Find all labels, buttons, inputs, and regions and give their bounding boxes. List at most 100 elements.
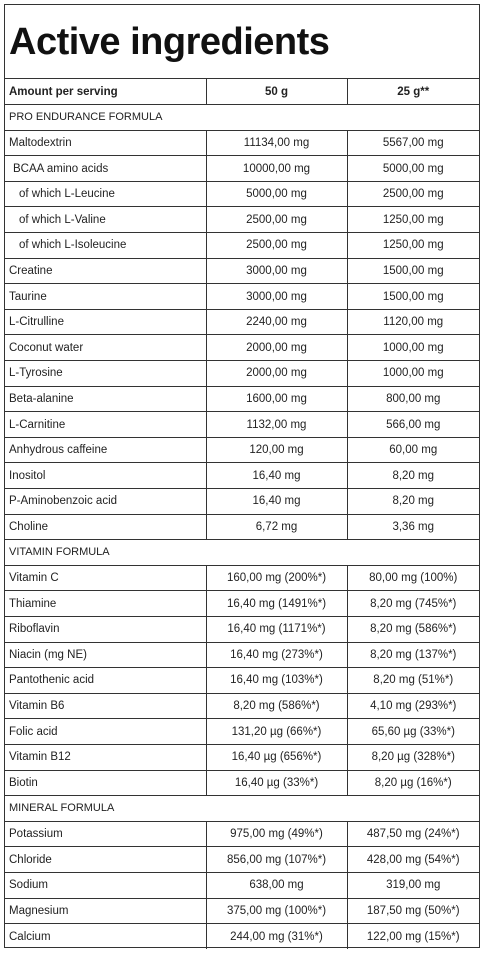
amount-50g: 131,20 µg (66%*) xyxy=(205,718,347,745)
table-row: L-Carnitine 1132,00 mg 566,00 mg xyxy=(5,411,479,438)
amount-50g: 6,72 mg xyxy=(205,514,347,541)
table-row: Maltodextrin 11134,00 mg 5567,00 mg xyxy=(5,130,479,157)
ingredient-name: Creatine xyxy=(5,258,206,285)
table-row: Chloride 856,00 mg (107%*) 428,00 mg (54%*… xyxy=(5,846,479,873)
amount-25g: 800,00 mg xyxy=(346,386,479,413)
amount-25g: 8,20 mg (586%*) xyxy=(346,616,479,643)
table-row: Vitamin C 160,00 mg (200%*) 80,00 mg (100%… xyxy=(5,565,479,592)
amount-50g: 1600,00 mg xyxy=(205,386,347,413)
table-row: Creatine 3000,00 mg 1500,00 mg xyxy=(5,258,479,285)
ingredient-name: Vitamin C xyxy=(5,565,206,592)
amount-50g: 1132,00 mg xyxy=(205,411,347,438)
table-row: Pantothenic acid 16,40 mg (103%*) 8,20 mg … xyxy=(5,667,479,694)
header-col-25g: 25 g** xyxy=(346,79,479,106)
table-header-row: Amount per serving 50 g 25 g** xyxy=(5,79,479,106)
amount-25g: 8,20 mg xyxy=(346,488,479,515)
amount-25g: 1000,00 mg xyxy=(346,334,479,362)
amount-25g: 1000,00 mg xyxy=(346,360,479,387)
amount-25g: 2500,00 mg xyxy=(346,181,479,208)
amount-50g: 2000,00 mg xyxy=(205,360,347,387)
amount-25g: 566,00 mg xyxy=(346,411,479,438)
section-header-row: MINERAL FORMULA xyxy=(5,795,479,822)
amount-25g: 319,00 mg xyxy=(346,872,479,899)
amount-50g: 2500,00 mg xyxy=(205,206,347,234)
page-title: Active ingredients xyxy=(5,5,479,79)
ingredient-name: Magnesium xyxy=(5,898,206,925)
amount-25g: 8,20 mg xyxy=(346,462,479,489)
amount-25g: 8,20 mg (51%*) xyxy=(346,667,479,694)
ingredient-name: BCAA amino acids xyxy=(5,155,206,182)
table-row: Vitamin B6 8,20 mg (586%*) 4,10 mg (293%*) xyxy=(5,693,479,720)
ingredient-name: Taurine xyxy=(5,283,206,310)
amount-50g: 5000,00 mg xyxy=(205,181,347,208)
amount-25g: 1250,00 mg xyxy=(346,232,479,259)
amount-25g: 487,50 mg (24%*) xyxy=(346,821,479,848)
table-row: Folic acid 131,20 µg (66%*) 65,60 µg (33%*… xyxy=(5,718,479,745)
ingredient-name: L-Carnitine xyxy=(5,411,206,438)
amount-50g: 2000,00 mg xyxy=(205,334,347,362)
amount-50g: 16,40 µg (33%*) xyxy=(205,770,347,797)
section-header-row: PRO ENDURANCE FORMULA xyxy=(5,104,479,131)
amount-50g: 16,40 µg (656%*) xyxy=(205,744,347,771)
amount-25g: 4,10 mg (293%*) xyxy=(346,693,479,720)
ingredient-name: Anhydrous caffeine xyxy=(5,437,206,464)
amount-25g: 122,00 mg (15%*) xyxy=(346,923,479,950)
table-row: L-Citrulline 2240,00 mg 1120,00 mg xyxy=(5,309,479,336)
table-row: Anhydrous caffeine 120,00 mg 60,00 mg xyxy=(5,437,479,464)
table-row: Beta-alanine 1600,00 mg 800,00 mg xyxy=(5,386,479,413)
ingredient-name: Pantothenic acid xyxy=(5,667,206,694)
ingredient-name: Folic acid xyxy=(5,718,206,745)
amount-50g: 8,20 mg (586%*) xyxy=(205,693,347,720)
section-header-row: VITAMIN FORMULA xyxy=(5,539,479,566)
table-row: Biotin 16,40 µg (33%*) 8,20 µg (16%*) xyxy=(5,770,479,797)
table-row: Riboflavin 16,40 mg (1171%*) 8,20 mg (586%… xyxy=(5,616,479,643)
ingredients-table: Amount per serving 50 g 25 g** PRO ENDUR… xyxy=(5,79,479,950)
amount-50g: 11134,00 mg xyxy=(205,130,347,157)
amount-50g: 244,00 mg (31%*) xyxy=(205,923,347,950)
table-body: Amount per serving 50 g 25 g** PRO ENDUR… xyxy=(5,79,479,950)
ingredient-name: of which L-Isoleucine xyxy=(5,232,206,259)
ingredient-name: L-Citrulline xyxy=(5,309,206,336)
amount-50g: 160,00 mg (200%*) xyxy=(205,565,347,592)
amount-50g: 2240,00 mg xyxy=(205,309,347,336)
ingredient-name: Choline xyxy=(5,514,206,541)
table-row: of which L-Valine 2500,00 mg 1250,00 mg xyxy=(5,206,479,234)
amount-50g: 975,00 mg (49%*) xyxy=(205,821,347,848)
section-title: MINERAL FORMULA xyxy=(5,795,479,822)
amount-25g: 8,20 µg (328%*) xyxy=(346,744,479,771)
amount-50g: 2500,00 mg xyxy=(205,232,347,259)
section-title: PRO ENDURANCE FORMULA xyxy=(5,104,479,131)
amount-25g: 1120,00 mg xyxy=(346,309,479,336)
header-col-50g: 50 g xyxy=(205,79,347,106)
ingredient-name: Sodium xyxy=(5,872,206,899)
amount-25g: 5000,00 mg xyxy=(346,155,479,182)
header-label: Amount per serving xyxy=(5,79,206,106)
ingredient-name: of which L-Leucine xyxy=(5,181,206,208)
section-title: VITAMIN FORMULA xyxy=(5,539,479,566)
amount-50g: 10000,00 mg xyxy=(205,155,347,182)
table-row: Vitamin B12 16,40 µg (656%*) 8,20 µg (328%… xyxy=(5,744,479,771)
table-row: Niacin (mg NE) 16,40 mg (273%*) 8,20 mg (1… xyxy=(5,642,479,669)
table-row: Choline 6,72 mg 3,36 mg xyxy=(5,514,479,541)
ingredient-name: Inositol xyxy=(5,462,206,489)
table-row: Taurine 3000,00 mg 1500,00 mg xyxy=(5,283,479,310)
amount-50g: 120,00 mg xyxy=(205,437,347,464)
amount-50g: 16,40 mg xyxy=(205,462,347,489)
amount-25g: 1500,00 mg xyxy=(346,283,479,310)
ingredient-name: of which L-Valine xyxy=(5,206,206,234)
amount-50g: 638,00 mg xyxy=(205,872,347,899)
ingredient-name: Calcium xyxy=(9,930,51,943)
amount-50g: 3000,00 mg xyxy=(205,258,347,285)
ingredient-name: Vitamin B12 xyxy=(5,744,206,771)
table-row: Inositol 16,40 mg 8,20 mg xyxy=(5,462,479,489)
amount-25g: 8,20 µg (16%*) xyxy=(346,770,479,797)
amount-25g: 8,20 mg (745%*) xyxy=(346,590,479,617)
table-row: Sodium 638,00 mg 319,00 mg xyxy=(5,872,479,899)
ingredient-name: Thiamine xyxy=(5,590,206,617)
amount-50g: 16,40 mg (273%*) xyxy=(205,642,347,669)
amount-25g: 428,00 mg (54%*) xyxy=(346,846,479,873)
ingredient-name: Beta-alanine xyxy=(5,386,206,413)
ingredient-name: Niacin (mg NE) xyxy=(5,642,206,669)
ingredient-name: L-Tyrosine xyxy=(5,360,206,387)
amount-25g: 187,50 mg (50%*) xyxy=(346,898,479,925)
